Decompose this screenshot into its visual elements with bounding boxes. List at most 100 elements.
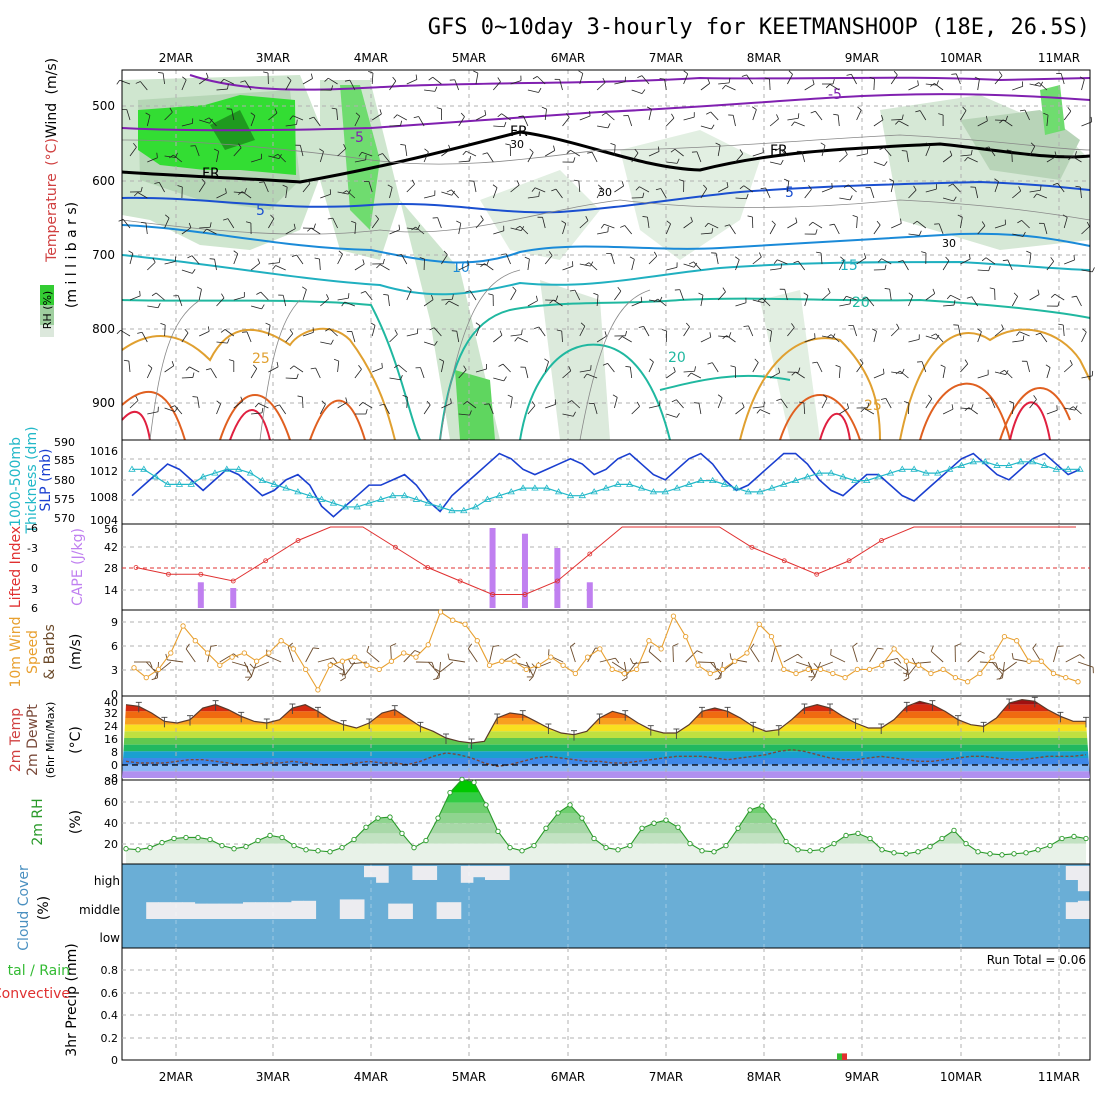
cloud-clear-blocks (146, 866, 1091, 919)
top-date-axis: 2MAR 3MAR 4MAR 5MAR 6MAR 7MAR 8MAR 9MAR … (159, 51, 1080, 65)
upper-barb (607, 363, 615, 373)
upper-barb (441, 298, 453, 301)
thickness-series (128, 458, 1084, 514)
upper-barb (985, 257, 996, 265)
top-date-label: 11MAR (1038, 51, 1080, 65)
upper-barb (510, 334, 522, 337)
upper-barb (365, 291, 373, 301)
upper-barb-flag (898, 260, 904, 263)
upper-barb (934, 83, 944, 91)
slp-line (131, 452, 1081, 518)
cloud-clear-middle (339, 899, 353, 919)
wind10-point (830, 670, 836, 677)
upper-barb-flag (257, 258, 261, 264)
thickness-point (448, 506, 456, 514)
upper-barb (544, 109, 547, 121)
upper-barb-flag (434, 86, 438, 92)
upper-barb (873, 161, 885, 166)
thickness-axis-label: 1000-500mb (8, 437, 24, 527)
upper-barb-flag (147, 364, 153, 369)
upper-barb-flag (393, 114, 398, 119)
upper-barb-flag (330, 339, 334, 345)
wind10-barb-flag (696, 650, 703, 654)
upper-barb (683, 263, 695, 268)
upper-barb-flag (709, 332, 712, 338)
rh2m-point (327, 849, 333, 855)
upper-barb (475, 325, 481, 337)
rh2m-point (759, 803, 765, 809)
li-point (133, 565, 139, 570)
upper-barb-flag (670, 148, 676, 153)
thickness-point (1028, 458, 1037, 465)
upper-barb-flag (1068, 406, 1074, 410)
upper-barb (354, 223, 357, 235)
wind-panel: 9 6 3 0 10m Wind Speed & Barbs (m/s) (8, 609, 1094, 701)
upper-barb (925, 145, 931, 157)
upper-barb-flag (324, 77, 329, 82)
rh2m-point (903, 851, 909, 857)
upper-barb-flag (250, 112, 256, 116)
upper-barb-flag (593, 292, 599, 296)
upper-barb-flag (641, 89, 646, 94)
upper-barb-flag (999, 369, 1005, 374)
precip-panel: Run Total = 0.06 0.8 0.6 0.4 0.2 0 3hr P… (0, 943, 1091, 1067)
wind10-barb-flag (185, 643, 190, 650)
upper-barb (389, 80, 397, 91)
upper-barb (337, 401, 348, 409)
upper-barb (285, 333, 294, 343)
upper-barb-flag (1069, 359, 1073, 365)
upper-barb (216, 341, 228, 344)
upper-barb-flag (157, 303, 161, 308)
upper-barb-flag (638, 325, 644, 328)
rh2m-point (507, 845, 513, 851)
upper-barb (458, 413, 470, 416)
upper-barb (821, 145, 826, 157)
upper-barb-flag (282, 184, 288, 188)
upper-barb-flag (538, 87, 542, 93)
upper-barb-flag (901, 114, 904, 120)
upper-barb (302, 183, 311, 193)
rh2m-point (951, 827, 957, 833)
upper-barb (181, 122, 193, 127)
upper-barb (441, 361, 445, 373)
upper-barb-flag (116, 80, 120, 85)
rh2m-point (435, 815, 441, 821)
wind10-point (352, 654, 358, 660)
wind10-barb-flag (434, 668, 441, 673)
wind10-barb-flag (713, 662, 717, 669)
upper-barb-flag (287, 76, 292, 81)
wind10-barb (305, 647, 314, 663)
upper-barb (250, 158, 262, 163)
wind10-barb-flag (998, 667, 1005, 672)
upper-barb (957, 325, 961, 337)
upper-barb-flag (1067, 107, 1072, 112)
upper-barb (181, 269, 193, 274)
rh-key-swatch-dark (40, 285, 54, 305)
upper-barb (1046, 409, 1058, 415)
upper-barb (244, 80, 252, 91)
upper-barb (181, 332, 189, 343)
rh2m-point (279, 834, 285, 841)
upper-barb-flag (728, 77, 731, 83)
upper-barb (717, 397, 723, 409)
upper-barb-flag (876, 220, 881, 226)
upper-barb-flag (187, 255, 193, 259)
cloud-level-low: low (100, 931, 121, 945)
wind10-point (1001, 633, 1008, 640)
rh-tick: 60 (104, 796, 118, 809)
upper-barb (406, 396, 408, 409)
cape-bar (554, 548, 561, 608)
upper-barb (889, 289, 892, 301)
upper-barb (759, 409, 771, 415)
upper-barb-flag (951, 404, 954, 410)
upper-barb-flag (983, 146, 989, 149)
upper-barb-flag (551, 188, 557, 192)
li-point (263, 558, 269, 564)
upper-barb-flag (448, 144, 451, 150)
rh2m-point (987, 851, 993, 857)
upper-barb (126, 109, 131, 121)
upper-barb-flag (253, 364, 258, 369)
rh-band (126, 843, 1086, 864)
upper-barb-flag (185, 366, 190, 371)
wind10-barb-flag (313, 647, 320, 650)
